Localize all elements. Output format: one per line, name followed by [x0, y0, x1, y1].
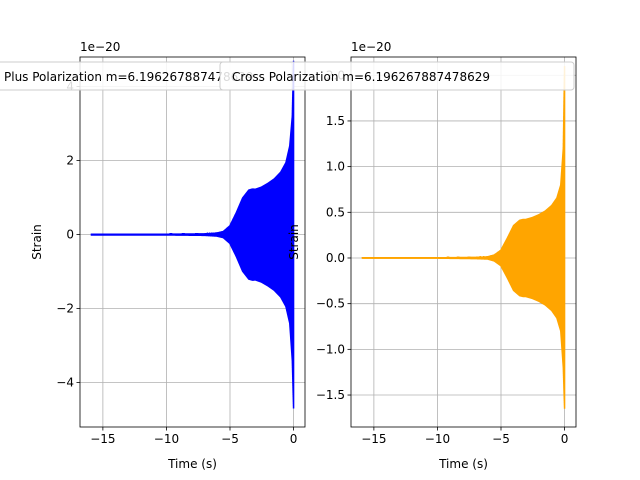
y-tick-label: −0.5	[316, 297, 345, 311]
y-tick-label: 2	[66, 154, 74, 168]
axis-offset-text: 1e−20	[351, 40, 391, 54]
x-tick-label: 0	[561, 432, 569, 446]
axes-frame	[79, 56, 306, 428]
axis-offset-text: 1e−20	[80, 40, 120, 54]
legend-entry-label: Cross Polarization m=6.196267887478629	[232, 70, 490, 84]
y-axis-label: Strain	[30, 224, 44, 260]
y-tick-label: −1.0	[316, 342, 345, 356]
y-tick-label: 1.5	[326, 114, 345, 128]
x-tick-label: −10	[425, 432, 450, 446]
legend-box	[219, 61, 575, 91]
x-tick-label: −5	[221, 432, 239, 446]
x-tick-label: −10	[154, 432, 179, 446]
x-axis-label: Time (s)	[167, 457, 217, 471]
y-tick-label: −4	[56, 376, 74, 390]
y-tick-label: −1.5	[316, 388, 345, 402]
plus-polarization-panel: −15−10−50−4−2024Time (s)Strain1e−20Plus …	[0, 40, 306, 471]
x-tick-label: −15	[90, 432, 115, 446]
y-tick-label: −2	[56, 302, 74, 316]
legend-entry-label: Plus Polarization m=6.196267887478629	[4, 70, 254, 84]
x-axis-label: Time (s)	[438, 457, 488, 471]
y-tick-label: 0.5	[326, 205, 345, 219]
x-tick-label: 0	[290, 432, 298, 446]
cross-polarization-panel: −15−10−50−1.5−1.0−0.50.00.51.01.52.0Time…	[219, 40, 577, 471]
y-tick-label: 1.0	[326, 160, 345, 174]
x-tick-label: −15	[361, 432, 386, 446]
y-tick-label: 0	[66, 228, 74, 242]
y-axis-label: Strain	[287, 224, 301, 260]
x-tick-label: −5	[492, 432, 510, 446]
y-tick-label: 0.0	[326, 251, 345, 265]
axes-frame	[350, 56, 577, 428]
